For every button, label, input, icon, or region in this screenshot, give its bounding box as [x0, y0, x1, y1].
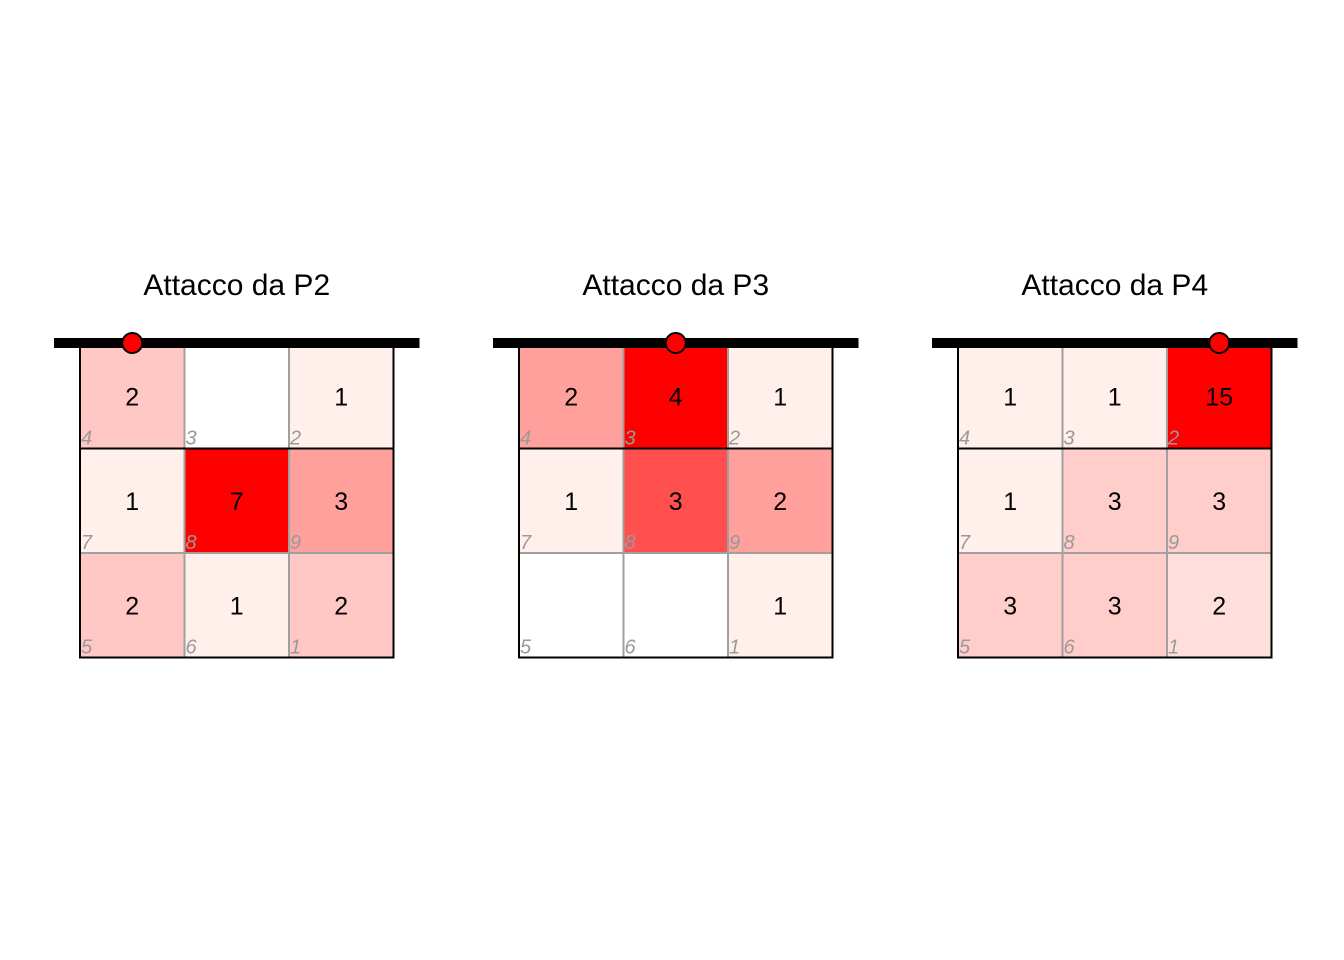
zone-number: 7: [520, 532, 532, 554]
zone-number: 6: [1064, 637, 1076, 659]
panel-title: Attacco da P4: [1021, 269, 1208, 302]
start-position-marker: [121, 332, 144, 354]
zone-cell: [519, 448, 624, 553]
zone-cell: [623, 553, 728, 658]
zone-count: 1: [1108, 383, 1122, 411]
zone-number: 6: [186, 637, 198, 659]
zone-number: 7: [959, 532, 971, 554]
zone-cell: [623, 344, 728, 449]
zone-number: 4: [520, 428, 531, 450]
zone-number: 5: [520, 637, 532, 659]
zone-number: 9: [1168, 532, 1179, 554]
zone-cell: [1167, 344, 1272, 449]
zone-number: 8: [1064, 532, 1075, 554]
zone-cell: [958, 553, 1063, 658]
zone-cell: [184, 344, 289, 449]
zone-cell: [80, 448, 185, 553]
zone-cell: [80, 344, 185, 449]
zone-number: 9: [729, 532, 740, 554]
zone-cell: [728, 448, 833, 553]
heatmap-panel: Attacco da P3 2 4 4 3 1 2 1 7 3 8 2 9 5 6 1 1: [493, 269, 859, 659]
zone-count: 1: [230, 592, 244, 620]
zone-count: 3: [1108, 592, 1122, 620]
zone-number: 3: [186, 428, 197, 450]
zone-cell: [623, 448, 728, 553]
zone-count: 1: [773, 383, 787, 411]
zone-cell: [728, 344, 833, 449]
zone-cell: [80, 553, 185, 658]
panel-title: Attacco da P3: [582, 269, 769, 302]
zone-cell: [1062, 344, 1167, 449]
zone-count: 3: [334, 488, 348, 516]
zone-cell: [1062, 553, 1167, 658]
start-position-marker: [664, 332, 687, 354]
court-border: [79, 344, 395, 659]
zone-number: 1: [290, 637, 301, 659]
zone-count: 2: [1212, 592, 1226, 620]
zone-count: 7: [230, 488, 244, 516]
heatmap-panel: Attacco da P4 1 4 1 3 15 2 1 7 3 8 3 9 3 5 3 6 2 1: [932, 269, 1298, 659]
zone-number: 2: [1167, 428, 1179, 450]
zone-count: 2: [125, 383, 139, 411]
zone-count: 1: [773, 592, 787, 620]
zone-count: 1: [334, 383, 348, 411]
zone-count: 1: [1003, 383, 1017, 411]
court-border: [518, 344, 834, 659]
zone-cell: [289, 344, 394, 449]
zone-count: 1: [125, 488, 139, 516]
zone-number: 2: [728, 428, 740, 450]
zone-count: 2: [564, 383, 578, 411]
zone-number: 6: [625, 637, 637, 659]
zone-cell: [728, 553, 833, 658]
zone-count: 2: [334, 592, 348, 620]
zone-number: 3: [1064, 428, 1075, 450]
zone-number: 9: [290, 532, 301, 554]
zone-count: 3: [1108, 488, 1122, 516]
zone-count: 1: [1003, 488, 1017, 516]
heatmap-panel: Attacco da P2 2 4 3 1 2 1 7 7 8 3 9 2 5 1 6 2 1: [54, 269, 420, 659]
zone-cell: [1167, 553, 1272, 658]
zone-cell: [184, 553, 289, 658]
court-border: [957, 344, 1273, 659]
zone-count: 2: [125, 592, 139, 620]
zone-number: 1: [729, 637, 740, 659]
zone-count: 2: [773, 488, 787, 516]
zone-number: 2: [289, 428, 301, 450]
zone-number: 8: [186, 532, 197, 554]
zone-count: 3: [1212, 488, 1226, 516]
zone-number: 8: [625, 532, 636, 554]
zone-count: 1: [564, 488, 578, 516]
zone-cell: [1167, 448, 1272, 553]
zone-cell: [184, 448, 289, 553]
zone-number: 3: [625, 428, 636, 450]
zone-cell: [519, 344, 624, 449]
zone-cell: [289, 553, 394, 658]
zone-cell: [1062, 448, 1167, 553]
zone-number: 4: [81, 428, 92, 450]
start-position-marker: [1208, 332, 1231, 354]
zone-number: 4: [959, 428, 970, 450]
panel-title: Attacco da P2: [143, 269, 330, 302]
zone-number: 5: [959, 637, 971, 659]
zone-cell: [958, 344, 1063, 449]
zone-count: 15: [1205, 383, 1233, 411]
zone-cell: [519, 553, 624, 658]
zone-number: 1: [1168, 637, 1179, 659]
zone-count: 4: [669, 383, 683, 411]
zone-cell: [289, 448, 394, 553]
zone-count: 3: [669, 488, 683, 516]
zone-number: 5: [81, 637, 93, 659]
zone-cell: [958, 448, 1063, 553]
zone-count: 3: [1003, 592, 1017, 620]
zone-number: 7: [81, 532, 93, 554]
